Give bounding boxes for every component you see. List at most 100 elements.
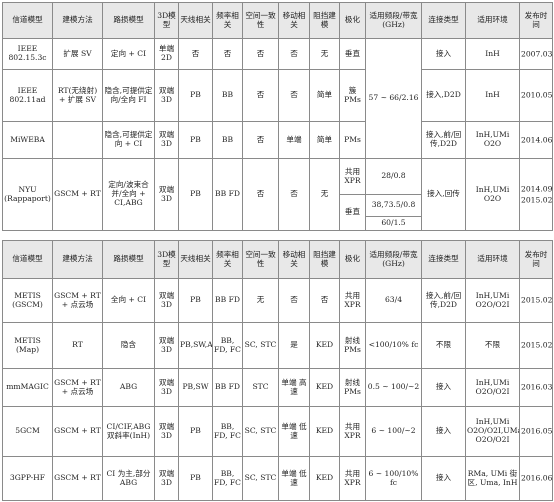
cell-mobility: 单端 高速 xyxy=(278,368,310,407)
header-cell: 频率相关 xyxy=(212,2,243,39)
header-cell: 阻挡建模 xyxy=(309,2,340,39)
cell-polarization: 共用 XPR xyxy=(339,406,366,457)
cell-spatial: 否 xyxy=(242,69,279,122)
cell-blockage: 无 xyxy=(309,158,340,231)
cell-method: GSCM + RT xyxy=(52,406,103,457)
table-row: 3GPP-HF GSCM + RT CI 为主,部分 ABG 双端3D PB B… xyxy=(2,456,553,501)
cell-mobility: 是 xyxy=(278,322,310,369)
cell-spatial: SC, STC xyxy=(242,406,279,457)
release-date: 2014.06 xyxy=(521,135,553,145)
cell-mobility: 否 xyxy=(278,158,310,231)
header-cell: 发布时间 xyxy=(519,240,553,279)
cell-3d: 双端3D xyxy=(154,69,179,122)
cell-environment: InH,UMi O2O xyxy=(465,158,520,231)
cell-mobility: 否 xyxy=(278,38,310,70)
header-cell: 移动相关 xyxy=(278,2,310,39)
cell-method: GSCM + RT + 点云场 xyxy=(52,368,103,407)
table-divider xyxy=(0,234,554,239)
header-cell: 极化 xyxy=(339,240,366,279)
cell-antenna: 否 xyxy=(178,38,213,70)
cell-3d: 双端3D xyxy=(154,368,179,407)
table-row: MiWEBA 隐含,可提供定向 + CI 双端3D PB BB 否 单端 简单 … xyxy=(2,121,553,159)
cell-antenna: PB,SW,AC xyxy=(178,322,213,369)
cell-freq: BB xyxy=(212,121,243,159)
table-row: NYU (Rappaport) GSCM + RT 定向/波束合并/全向 + C… xyxy=(2,158,553,231)
cell-connection: 接入 xyxy=(421,38,466,70)
cell-path: ABG xyxy=(102,368,155,407)
cell-model: mmMAGIC xyxy=(2,368,53,407)
header-cell: 路损模型 xyxy=(102,240,155,279)
release-date: 2015.02 xyxy=(521,340,553,350)
release-date: 2014.09 xyxy=(521,184,553,194)
cell-environment: RMa, UMi 街区, Uma, InH xyxy=(465,456,520,501)
cell-model: 3GPP-HF xyxy=(2,456,53,501)
cell-band: 28/0.8 xyxy=(365,158,422,195)
cell-model: METIS (GSCM) xyxy=(2,278,53,323)
header-cell: 适用频段/带宽(GHz) xyxy=(365,2,422,39)
header-cell: 阻挡建模 xyxy=(309,240,340,279)
cell-3d: 双端3D xyxy=(154,322,179,369)
cell-connection: 接入,前/回传,D2D xyxy=(421,278,466,323)
table-row: 5GCM GSCM + RT CI/CIF,ABG 双斜率(InH) 双端3D … xyxy=(2,406,553,457)
cell-spatial: 否 xyxy=(242,121,279,159)
cell-freq: BB, FD, FC xyxy=(212,456,243,501)
cell-mobility: 单端 xyxy=(278,121,310,159)
header-cell: 天线相关 xyxy=(178,2,213,39)
cell-band: 0.5 ~ 100/~2 xyxy=(365,368,422,407)
cell-band: <100/10% fc xyxy=(365,322,422,369)
cell-environment: InH,UMi O2O/O2I xyxy=(465,278,520,323)
cell-path: 全向 + CI xyxy=(102,278,155,323)
cell-method: GSCM + RT + 点云场 xyxy=(52,278,103,323)
cell-mobility: 否 xyxy=(278,69,310,122)
header-row: 信道模型 建模方法 路损模型 3D模型 天线相关 频率相关 空间一致性 移动相关… xyxy=(2,240,553,279)
cell-antenna: PB,SW xyxy=(178,368,213,407)
cell-3d: 单端2D xyxy=(154,38,179,70)
cell-3d: 双端3D xyxy=(154,158,179,231)
cell-antenna: PB xyxy=(178,278,213,323)
header-cell: 空间一致性 xyxy=(242,2,279,39)
cell-band: 60/1.5 xyxy=(365,216,422,231)
release-date: 2010.05 xyxy=(521,90,553,100)
header-cell: 发布时间 xyxy=(519,2,553,39)
release-date: 2016.03 xyxy=(521,382,553,392)
cell-spatial: STC xyxy=(242,368,279,407)
cell-method: RT(无绕射) + 扩展 SV xyxy=(52,69,103,122)
cell-environment: InH,UMi O2O xyxy=(465,121,520,159)
header-cell: 连接类型 xyxy=(421,2,466,39)
cell-method: 扩展 SV xyxy=(52,38,103,70)
comparison-table-lower: 信道模型 建模方法 路损模型 3D模型 天线相关 频率相关 空间一致性 移动相关… xyxy=(2,240,553,501)
table-row: METIS (GSCM) GSCM + RT + 点云场 全向 + CI 双端3… xyxy=(2,278,553,323)
cell-connection: 接入,D2D xyxy=(421,69,466,122)
cell-release: 2014.09[36] 2015.02[37] xyxy=(519,158,553,231)
cell-release: 2007.03[28] xyxy=(519,38,553,70)
header-cell: 天线相关 xyxy=(178,240,213,279)
cell-path: 隐含,可提供定向 + CI xyxy=(102,121,155,159)
cell-spatial: SC, STC xyxy=(242,322,279,369)
cell-polarization: 共用 XPR xyxy=(339,158,366,195)
cell-3d: 双端3D xyxy=(154,456,179,501)
cell-connection: 接入,前/回传,D2D xyxy=(421,121,466,159)
cell-freq: BB, FD, FC xyxy=(212,406,243,457)
cell-model: MiWEBA xyxy=(2,121,53,159)
cell-polarization: 共用 XPR xyxy=(339,456,366,501)
cell-blockage: 简单 xyxy=(309,69,340,122)
table-row: IEEE 802.15.3c 扩展 SV 定向 + CI 单端2D 否 否 否 … xyxy=(2,38,553,159)
release-date: 2015.02 xyxy=(521,195,553,205)
cell-spatial: 否 xyxy=(242,158,279,231)
cell-band: 6 ~ 100/10% fc xyxy=(365,456,422,501)
cell-blockage: 无 xyxy=(309,38,340,70)
header-cell: 3D模型 xyxy=(154,240,179,279)
cell-method: GSCM + RT xyxy=(52,158,103,231)
cell-mobility: 单端 低速 xyxy=(278,456,310,501)
cell-3d: 双端3D xyxy=(154,406,179,457)
cell-polarization: 共用 XPR xyxy=(339,278,366,323)
cell-freq: BB FD xyxy=(212,278,243,323)
cell-spatial: 无 xyxy=(242,278,279,323)
cell-freq: BB FD xyxy=(212,158,243,231)
header-cell: 信道模型 xyxy=(2,2,53,39)
cell-environment: InH xyxy=(465,69,520,122)
header-cell: 空间一致性 xyxy=(242,240,279,279)
cell-polarization: 垂直 xyxy=(339,38,366,70)
cell-polarization: 垂直 xyxy=(339,194,366,231)
